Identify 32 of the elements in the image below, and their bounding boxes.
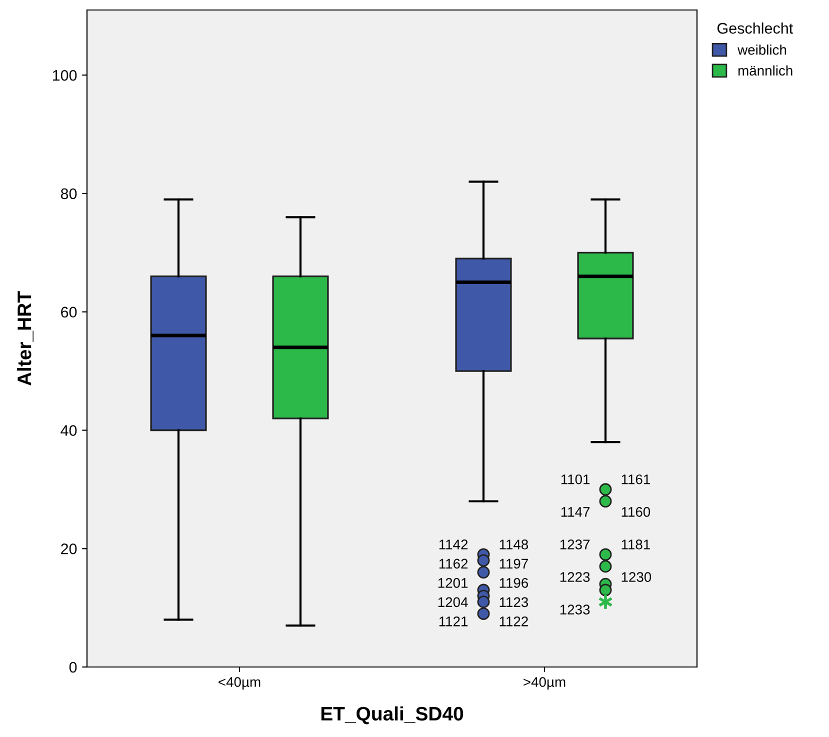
y-tick-label: 40 — [60, 425, 77, 436]
annotation: 1161 — [622, 474, 650, 484]
annotation: 1147 — [561, 507, 590, 517]
y-axis-title: Alter_HRT — [17, 291, 34, 386]
annotation: 1201 — [438, 578, 468, 588]
annotation: 1160 — [622, 507, 650, 517]
annotation: 1233 — [560, 604, 590, 614]
annotation: 1230 — [622, 572, 652, 582]
annotation: 1204 — [438, 597, 468, 608]
legend-label: männlich — [738, 65, 792, 76]
annotation: 1196 — [500, 578, 528, 588]
y-tick-label: 60 — [61, 306, 77, 318]
annotation: 1223 — [560, 572, 590, 582]
annotation: 1237 — [560, 540, 590, 550]
y-tick-label: 100 — [52, 70, 77, 81]
annotation: 1181 — [622, 540, 650, 550]
y-tick-label: 80 — [60, 188, 77, 200]
y-tick-label: 20 — [61, 543, 77, 554]
x-tick-label: >40µm — [524, 677, 566, 690]
x-axis-title: ET_Quali_SD40 — [321, 706, 464, 724]
annotation: 1123 — [500, 597, 528, 608]
x-tick-label: <40µm — [218, 677, 260, 690]
annotation: 1122 — [500, 616, 528, 626]
annotation: 1162 — [439, 558, 468, 569]
annotation: 1101 — [561, 474, 590, 484]
legend-title: Geschlecht — [717, 22, 794, 34]
annotation: 1121 — [439, 616, 468, 626]
annotation: 1148 — [500, 540, 528, 550]
annotation: 1197 — [500, 558, 528, 569]
legend-label: weiblich — [738, 44, 786, 55]
annotation: 1142 — [439, 540, 468, 550]
y-tick-label: 0 — [69, 662, 77, 673]
